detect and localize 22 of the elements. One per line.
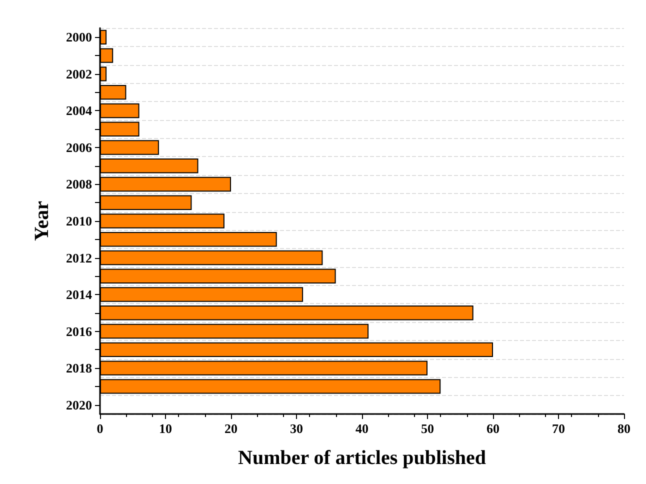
y-tick-label: 2018 (66, 360, 92, 376)
y-tick-label: 2004 (66, 103, 92, 118)
x-tick-label: 10 (159, 421, 172, 436)
x-tick-label: 70 (552, 421, 565, 436)
x-tick-label: 20 (224, 421, 238, 436)
y-tick-label: 2020 (66, 397, 92, 412)
y-tick-label: 2012 (66, 250, 92, 266)
y-tick-label: 2014 (66, 287, 92, 302)
y-axis-title: Year (31, 200, 53, 241)
x-axis-title: Number of articles published (238, 447, 486, 469)
x-tick-label: 0 (96, 421, 104, 436)
x-tick-label: 30 (290, 421, 303, 436)
x-tick-label: 50 (421, 421, 434, 436)
y-tick-label: 2002 (66, 66, 92, 82)
y-tick-label: 2008 (66, 176, 92, 192)
x-tick-label: 60 (486, 421, 500, 436)
y-tick-label: 2010 (66, 214, 92, 228)
y-tick-label: 2016 (66, 324, 92, 339)
x-tick-label: 80 (618, 421, 630, 436)
y-tick-label: 2000 (66, 30, 92, 45)
y-tick-label: 2006 (66, 140, 92, 155)
x-tick-label: 40 (356, 421, 368, 436)
